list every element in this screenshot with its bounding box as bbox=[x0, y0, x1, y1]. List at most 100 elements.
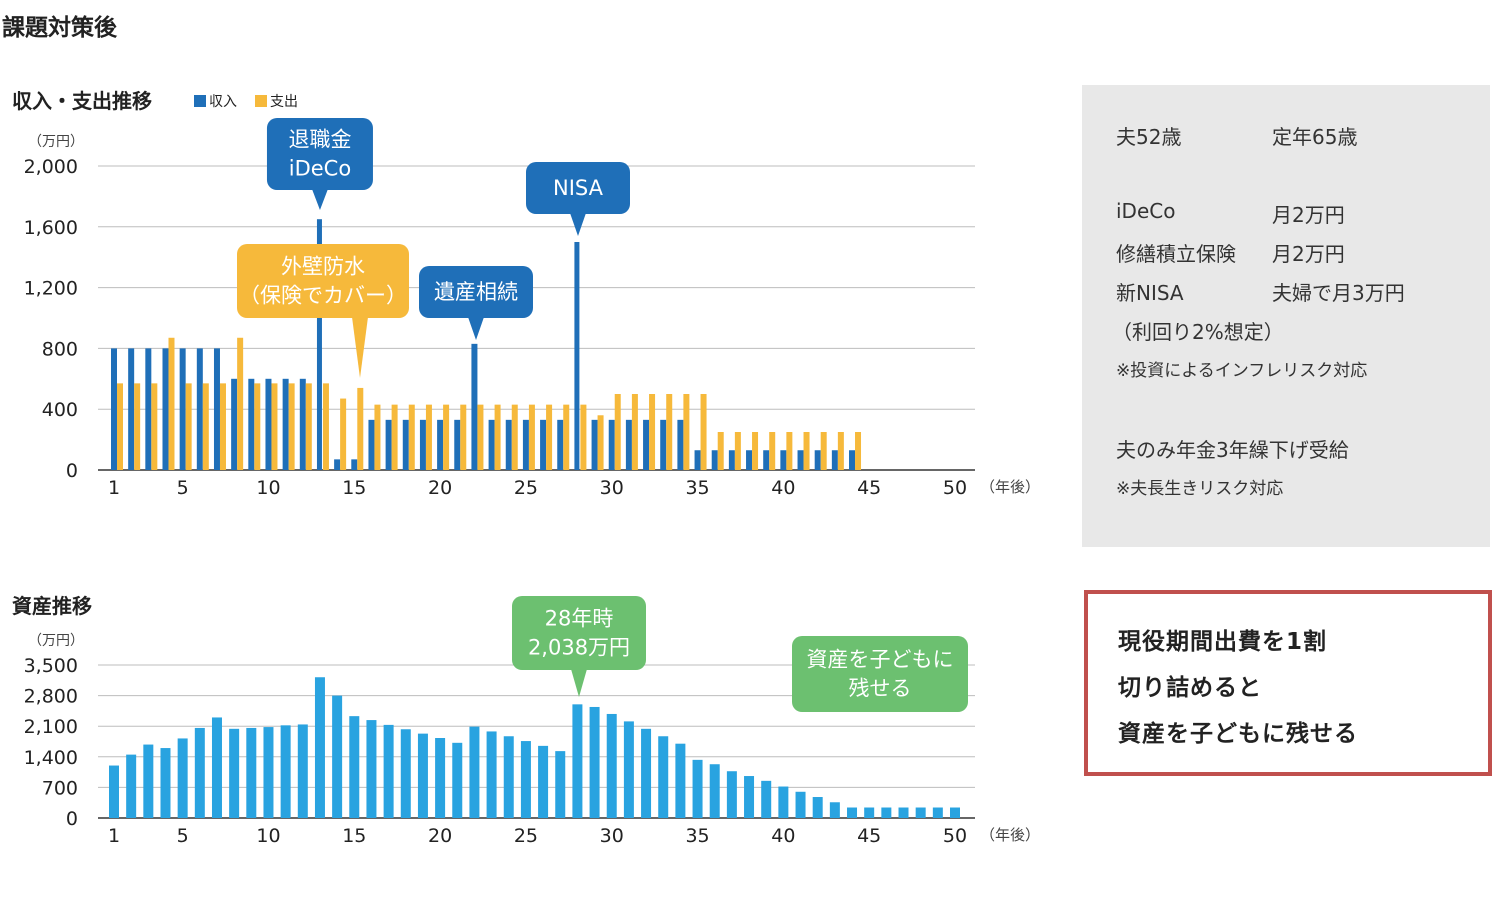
info-ideco-value: 月2万円 bbox=[1272, 203, 1345, 227]
expense-bar bbox=[614, 394, 621, 470]
expense-bar bbox=[528, 404, 535, 470]
info-insurance-value: 月2万円 bbox=[1272, 242, 1345, 266]
asset-bar bbox=[143, 744, 154, 818]
income-bar bbox=[419, 419, 426, 470]
expense-bar bbox=[631, 394, 638, 470]
income-bar bbox=[591, 419, 598, 470]
y-tick-label: 2,800 bbox=[24, 686, 78, 708]
asset-bar bbox=[383, 724, 394, 818]
income-bar bbox=[608, 419, 615, 470]
page-title: 課題対策後 bbox=[2, 15, 117, 41]
asset-bar bbox=[744, 776, 755, 818]
asset-bar bbox=[538, 745, 549, 818]
income-bar bbox=[540, 419, 547, 470]
income-bar bbox=[437, 419, 444, 470]
expense-bar bbox=[494, 404, 501, 470]
x-tick-label: 20 bbox=[428, 825, 452, 847]
asset-bar bbox=[555, 751, 566, 818]
asset-bar bbox=[349, 716, 360, 818]
asset-bar bbox=[812, 797, 823, 818]
income-bar bbox=[351, 459, 358, 470]
x-tick-label: 50 bbox=[943, 825, 967, 847]
plan-info-panel: 夫52歳 定年65歳 iDeCo 月2万円 修繕積立保険 月2万円 新NISA … bbox=[1082, 85, 1490, 547]
info-nisa-value: 夫婦で月3万円 bbox=[1272, 281, 1405, 305]
income-bar bbox=[145, 348, 152, 470]
expense-bar bbox=[357, 387, 364, 470]
chart-legend: 収入 支出 bbox=[194, 91, 312, 111]
summary-line-1: 現役期間出費を1割 bbox=[1118, 629, 1328, 655]
callout-retirement-box bbox=[266, 118, 373, 190]
asset-bar bbox=[177, 738, 188, 818]
asset-bar bbox=[950, 807, 960, 818]
asset-bar bbox=[778, 786, 789, 818]
asset-bar bbox=[435, 738, 446, 818]
x-tick-label: 25 bbox=[514, 477, 538, 499]
asset-bar bbox=[229, 728, 240, 818]
info-nisa-sub: （利回り2%想定） bbox=[1112, 320, 1284, 344]
asset-bar bbox=[520, 741, 531, 818]
callout-inheritance-box bbox=[419, 266, 533, 318]
asset-bar bbox=[486, 731, 497, 818]
x-tick-label: 45 bbox=[857, 825, 881, 847]
expense-bar bbox=[855, 432, 862, 470]
legend-income-swatch bbox=[194, 95, 206, 107]
income-bar bbox=[505, 419, 512, 470]
x-unit-label: （年後） bbox=[980, 826, 1040, 844]
expense-bar bbox=[443, 404, 450, 470]
asset-bar bbox=[503, 736, 514, 818]
expense-bar bbox=[820, 432, 827, 470]
asset-bar bbox=[160, 748, 171, 818]
income-bar bbox=[334, 459, 341, 470]
asset-chart-title: 資産推移 bbox=[12, 594, 92, 618]
callout-nisa-text: NISA bbox=[553, 176, 604, 200]
asset-bar bbox=[332, 695, 343, 818]
info-age-label: 夫52歳 bbox=[1116, 125, 1182, 149]
legend-expense-label: 支出 bbox=[270, 94, 298, 110]
income-bar bbox=[625, 419, 632, 470]
expense-bar bbox=[305, 383, 312, 470]
asset-bar bbox=[246, 727, 257, 818]
callout-retirement-text: 退職金 bbox=[288, 128, 351, 152]
x-unit-label: （年後） bbox=[980, 478, 1040, 496]
summary-panel: 現役期間出費を1割 切り詰めると 資産を子どもに残せる bbox=[1084, 590, 1492, 776]
x-tick-label: 1 bbox=[108, 477, 120, 499]
income-bar bbox=[128, 348, 135, 470]
income-bar bbox=[557, 419, 564, 470]
expense-bar bbox=[151, 383, 158, 470]
legend-expense: 支出 bbox=[255, 91, 298, 111]
expense-bar bbox=[734, 432, 741, 470]
income-bar bbox=[385, 419, 392, 470]
asset-bar bbox=[658, 736, 669, 818]
callout-legacy-text: 残せる bbox=[849, 677, 912, 701]
asset-bar bbox=[864, 807, 875, 818]
income-bar bbox=[402, 419, 409, 470]
x-tick-label: 10 bbox=[256, 477, 280, 499]
callout-exterior-text: （保険でカバー） bbox=[239, 284, 407, 308]
callout-exterior-text: 外壁防水 bbox=[281, 255, 365, 279]
expense-bar bbox=[717, 432, 724, 470]
x-tick-label: 25 bbox=[514, 825, 538, 847]
expense-bar bbox=[374, 404, 381, 470]
y-tick-label: 1,600 bbox=[24, 217, 78, 239]
income-bar bbox=[522, 419, 529, 470]
asset-bar bbox=[314, 677, 325, 818]
income-bar bbox=[780, 450, 787, 470]
income-bar bbox=[574, 242, 580, 470]
callout-retirement-text: iDeCo bbox=[289, 157, 351, 181]
income-bar bbox=[814, 450, 821, 470]
info-ideco-label: iDeCo bbox=[1116, 199, 1176, 223]
callout-nisa-box bbox=[526, 162, 630, 214]
y-tick-label: 1,400 bbox=[24, 747, 78, 769]
expense-bar bbox=[254, 383, 261, 470]
expense-bar bbox=[322, 383, 329, 470]
expense-bar bbox=[700, 394, 707, 470]
asset-bar bbox=[847, 807, 858, 818]
income-bar bbox=[179, 348, 186, 470]
asset-bar bbox=[692, 759, 703, 818]
asset-bar bbox=[126, 754, 137, 818]
callout-inheritance-text: 遺産相続 bbox=[434, 280, 518, 304]
asset-bar bbox=[675, 743, 686, 818]
legend-expense-swatch bbox=[255, 95, 267, 107]
x-tick-label: 1 bbox=[108, 825, 120, 847]
expense-bar bbox=[837, 432, 844, 470]
